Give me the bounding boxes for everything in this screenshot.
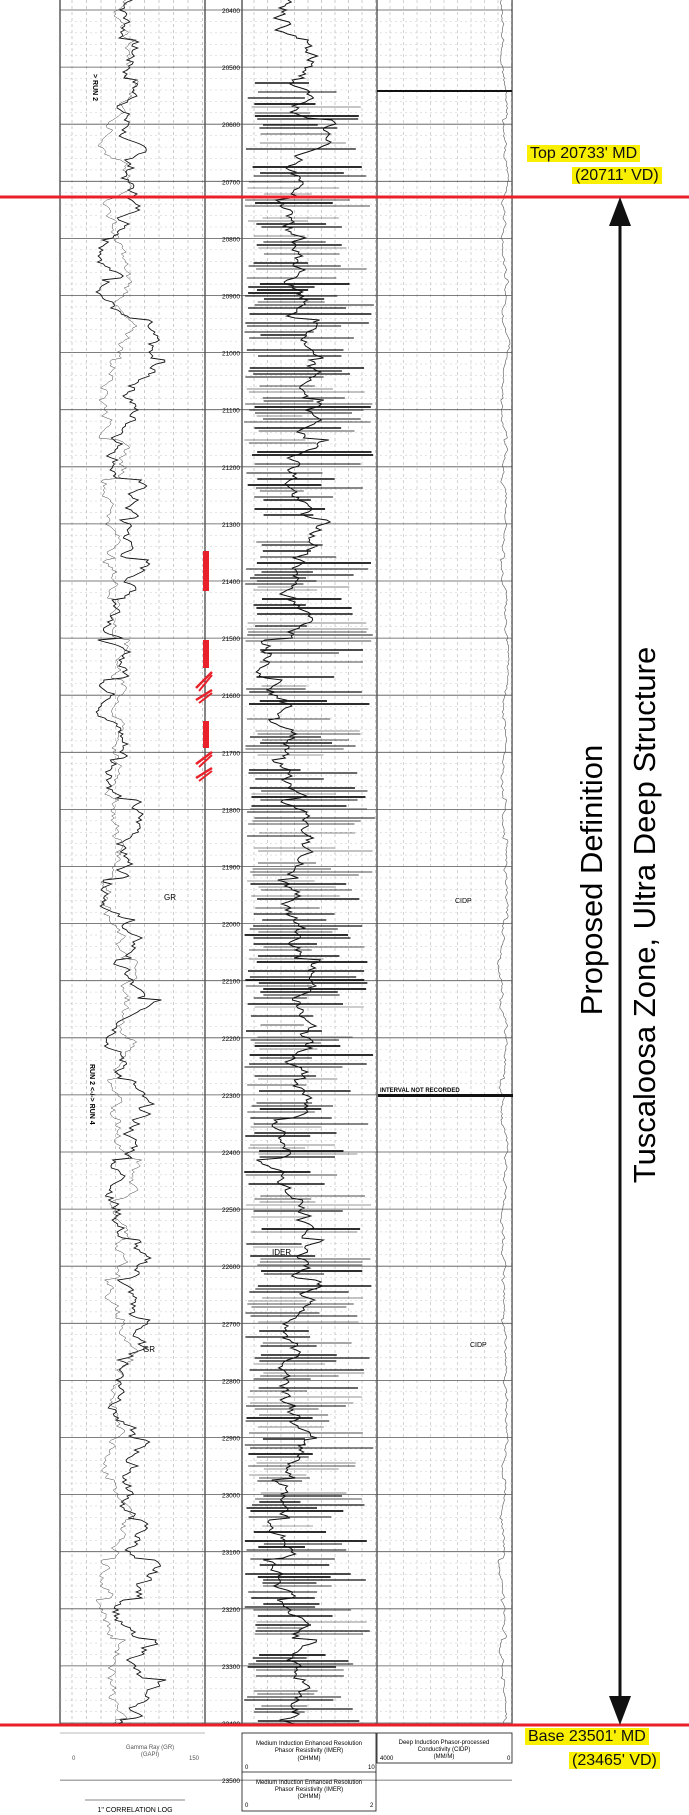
top-md-label: Top 20733' MD (527, 144, 641, 164)
perforation-markers (195, 551, 213, 782)
imer2-header-line1: Medium Induction Enhanced Resolution (256, 1780, 362, 1786)
imer-header-max: 10 (368, 1765, 375, 1771)
perforation-slash (195, 766, 213, 780)
perforation-bar (203, 721, 209, 748)
top-md-text: Top 20733' MD (527, 145, 641, 162)
cidp-header-line2: Conductivity (CIDP) (418, 1747, 471, 1753)
gr-header-unit: (GAPI) (141, 1752, 159, 1758)
gr-curve-secondary (95, 0, 143, 1725)
depth-tick-label: 20500 (222, 65, 240, 72)
depth-tick-label: 23100 (222, 1550, 240, 1557)
cidp-top-bar (377, 90, 512, 92)
perforation-slash (198, 674, 213, 692)
perforation-slash (198, 754, 213, 768)
depth-tick-label: 21800 (222, 807, 240, 814)
perforation-slash (195, 751, 213, 765)
cidp-curve (497, 0, 511, 1725)
depth-tick-label: 22600 (222, 1264, 240, 1271)
imer2-header-unit: (OHMM) (298, 1794, 321, 1800)
interval-note: INTERVAL NOT RECORDED (380, 1088, 460, 1094)
cidp-header-unit: (MM/M) (434, 1754, 455, 1760)
log-title: 1" CORRELATION LOG (97, 1807, 172, 1814)
run2-label: > RUN 2 (91, 74, 98, 101)
imer-header-line1: Medium Induction Enhanced Resolution (256, 1741, 362, 1747)
depth-tick-label: 21200 (222, 465, 240, 472)
gr-curve-label: GR (143, 1345, 155, 1354)
zone-title-line1: Proposed Definition (574, 745, 609, 1016)
cidp-header-line1: Deep Induction Phasor-processed (399, 1740, 490, 1746)
depth-tick-label: 20700 (222, 179, 240, 186)
base-md-text: Base 23501' MD (525, 1728, 649, 1745)
depth-tick-label: 23200 (222, 1607, 240, 1614)
gr-header-max: 150 (189, 1756, 200, 1762)
imer2-header-min: 0 (245, 1803, 249, 1809)
imer-header-min: 0 (245, 1765, 249, 1771)
cidp-curve-label: CIDP (455, 898, 472, 905)
depth-tick-label: 22800 (222, 1378, 240, 1385)
imer2-header-max: 2 (370, 1803, 374, 1809)
gr-header-min: 0 (72, 1756, 76, 1762)
depth-tick-label: 22100 (222, 979, 240, 986)
perforation-bar (203, 551, 209, 591)
depth-tick-label: 23000 (222, 1493, 240, 1500)
log-header: Gamma Ray (GR) (GAPI) 0 150 Medium Induc… (60, 1732, 513, 1814)
depth-tick-label: 21900 (222, 865, 240, 872)
arrow-head-down (609, 1696, 631, 1725)
base-vd-text: (23465' VD) (569, 1752, 660, 1769)
base-md-label: Base 23501' MD (525, 1727, 649, 1747)
interval-bar (378, 1094, 513, 1097)
depth-tick-label: 22000 (222, 922, 240, 929)
depth-tick-label: 21600 (222, 693, 240, 700)
ider-curve (255, 0, 337, 1725)
track-grid (59, 0, 513, 1781)
perforation-slash (198, 770, 213, 782)
perforation-slash (195, 688, 213, 702)
depth-tick-label: 21700 (222, 750, 240, 757)
perforation-slash (198, 692, 213, 704)
depth-tick-label: 22200 (222, 1036, 240, 1043)
ider-curve-label: IDER (272, 1248, 291, 1257)
top-vd-label: (20711' VD) (572, 166, 662, 186)
cidp-header-min: 4000 (380, 1756, 394, 1762)
cidp-header-max: 0 (507, 1756, 511, 1762)
imer-header-unit: (OHMM) (298, 1756, 321, 1762)
depth-tick-label: 21000 (222, 351, 240, 358)
depth-tick-label: 22300 (222, 1093, 240, 1100)
depth-tick-label: 23300 (222, 1664, 240, 1671)
zone-title-line2: Tuscaloosa Zone, Ultra Deep Structure (627, 647, 662, 1183)
imer2-header-line2: Phasor Resistivity (IMER) (275, 1787, 343, 1793)
depth-tick-label: 20400 (222, 8, 240, 15)
base-vd-label: (23465' VD) (569, 1751, 660, 1771)
depth-tick-label: 22500 (222, 1207, 240, 1214)
cidp-curve-label: CIDP (470, 1342, 487, 1349)
perforation-bar (203, 640, 209, 668)
perforation-slash (195, 671, 213, 689)
run-change-label: RUN 2 <-/-> RUN 4 (88, 1064, 95, 1125)
depth-tick-label: 20800 (222, 236, 240, 243)
gr-curve-label: GR (164, 893, 176, 902)
top-vd-text: (20711' VD) (572, 167, 662, 184)
depth-tick-label: 20600 (222, 122, 240, 129)
arrow-head-up (609, 197, 631, 226)
depth-tick-label: 22700 (222, 1321, 240, 1328)
depth-scale: 20400 20500 20600 20700 20800 20900 21000 21100… (222, 8, 240, 1785)
depth-tick-label: 21400 (222, 579, 240, 586)
gr-header-title: Gamma Ray (GR) (126, 1745, 174, 1751)
depth-tick-label: 21500 (222, 636, 240, 643)
depth-tick-label: 21100 (222, 408, 240, 415)
depth-tick-label: 20900 (222, 294, 240, 301)
depth-tick-label: 22900 (222, 1436, 240, 1443)
depth-tick-label: 22400 (222, 1150, 240, 1157)
imer-header-line2: Phasor Resistivity (IMER) (275, 1748, 343, 1754)
gr-curve (95, 0, 167, 1725)
log-curves (95, 0, 512, 1725)
depth-tick-label: 23500 (222, 1778, 240, 1785)
depth-tick-label: 21300 (222, 522, 240, 529)
